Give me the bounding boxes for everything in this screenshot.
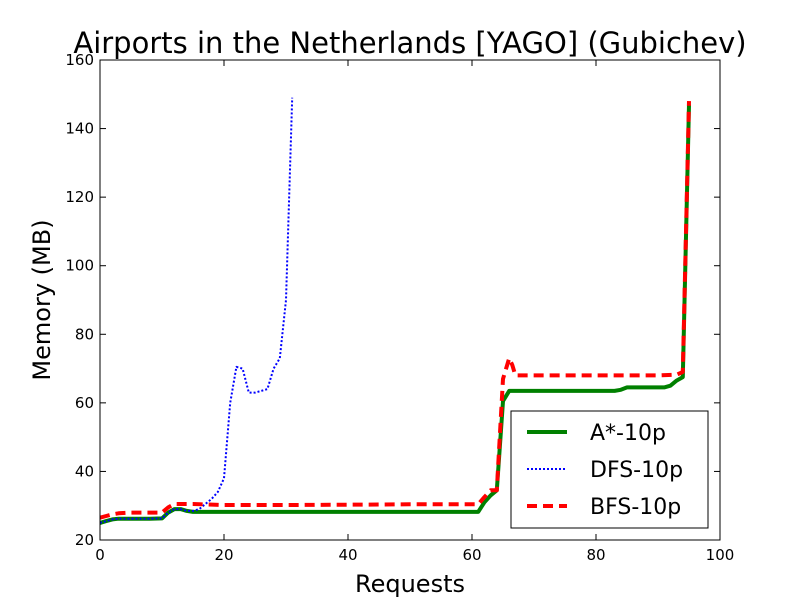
plot-lines: [99, 97, 691, 525]
plot-frame: [99, 59, 721, 541]
x-tick-label: 60: [462, 546, 481, 564]
x-tick-label: 20: [214, 546, 233, 564]
y-tick-label: 80: [75, 325, 94, 343]
y-tick-label: 60: [75, 394, 94, 412]
x-ticks: 0 20 40 60 80 100: [95, 60, 734, 564]
y-tick-label: 20: [75, 531, 94, 549]
x-tick-label: 80: [586, 546, 605, 564]
legend-label: BFS-10p: [590, 495, 681, 520]
series-line-dfs-10p: [99, 97, 294, 524]
legend-label: DFS-10p: [590, 458, 683, 483]
y-tick-label: 160: [65, 51, 94, 69]
chart-title: Airports in the Netherlands [YAGO] (Gubi…: [73, 26, 746, 60]
x-tick-label: 100: [706, 546, 735, 564]
y-tick-label: 140: [65, 120, 94, 138]
y-tick-label: 40: [75, 462, 94, 480]
x-tick-label: 40: [338, 546, 357, 564]
x-tick-label: 0: [95, 546, 105, 564]
y-tick-label: 120: [65, 188, 94, 206]
x-axis-label: Requests: [355, 570, 465, 598]
legend: A*-10p DFS-10p BFS-10p: [510, 410, 709, 529]
y-ticks: 20 40 60 80 100 120 140 160: [65, 51, 720, 549]
y-axis-label: Memory (MB): [28, 219, 56, 380]
y-tick-label: 100: [65, 257, 94, 275]
legend-label: A*-10p: [590, 421, 666, 446]
series-line-bfs-10p: [99, 101, 691, 520]
